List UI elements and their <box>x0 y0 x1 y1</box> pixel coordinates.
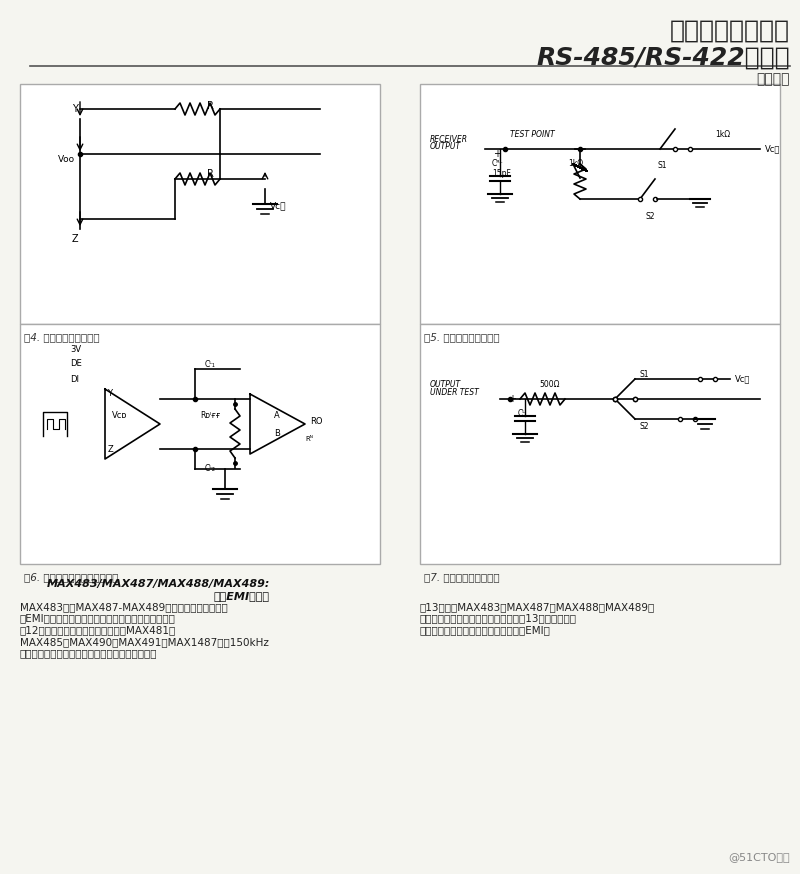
Text: DI: DI <box>70 374 79 384</box>
Text: 图4. 驱动器直流测试负载: 图4. 驱动器直流测试负载 <box>24 332 100 342</box>
Text: S1: S1 <box>658 161 667 170</box>
FancyBboxPatch shape <box>420 84 780 324</box>
Text: RECEIVER: RECEIVER <box>430 135 468 144</box>
Text: +: + <box>493 149 501 159</box>
Text: MAX483以及MAX487-MAX489具有摆率限制，可以减
小EMI，并降低由不恰当的终端匹配电缆引起的反射。
图12给出了驱动器输出波形以及使用MAX48: MAX483以及MAX487-MAX489具有摆率限制，可以减 小EMI，并降低… <box>20 602 269 658</box>
Text: TEST POINT: TEST POINT <box>510 130 554 139</box>
Text: 低功耗、限摆率、: 低功耗、限摆率、 <box>670 19 790 43</box>
Text: 3V: 3V <box>70 344 81 353</box>
FancyBboxPatch shape <box>20 324 380 564</box>
Text: Vᴄᴅ: Vᴄᴅ <box>112 412 128 420</box>
Text: 1kΩ: 1kΩ <box>568 159 583 168</box>
Text: 图6. 驱动器接收器时序测试电路: 图6. 驱动器接收器时序测试电路 <box>24 572 118 582</box>
FancyBboxPatch shape <box>420 324 780 564</box>
Text: S2: S2 <box>645 212 654 221</box>
Text: RS-485/RS-422收发器: RS-485/RS-422收发器 <box>536 46 790 70</box>
Text: Vᴏᴏ: Vᴏᴏ <box>58 155 75 163</box>
Text: Cᴿᴸ: Cᴿᴸ <box>492 159 503 168</box>
Text: OUTPUT: OUTPUT <box>430 142 461 151</box>
Text: UNDER TEST: UNDER TEST <box>430 388 478 397</box>
Text: 图7. 驱动器时序测试负载: 图7. 驱动器时序测试负载 <box>424 572 500 582</box>
Text: 1kΩ: 1kΩ <box>715 130 730 139</box>
Text: Vᴄင: Vᴄင <box>735 374 750 384</box>
Text: Y: Y <box>107 390 113 399</box>
Text: S1: S1 <box>640 370 650 379</box>
Text: 图5. 接收器时序测试负载: 图5. 接收器时序测试负载 <box>424 332 500 342</box>
Text: R: R <box>206 169 214 179</box>
Text: Cᴸ₁: Cᴸ₁ <box>205 360 216 369</box>
Text: +: + <box>508 394 516 404</box>
Text: 500Ω: 500Ω <box>540 380 560 389</box>
Text: Rᴅᴵғғ: Rᴅᴵғғ <box>200 412 220 420</box>
Text: Vᴄင: Vᴄင <box>765 144 780 154</box>
Text: OUTPUT: OUTPUT <box>430 380 461 389</box>
Text: R: R <box>206 101 214 111</box>
Text: Y: Y <box>72 104 78 114</box>
FancyBboxPatch shape <box>20 84 380 324</box>
Text: Rᴺ: Rᴺ <box>305 436 313 442</box>
Text: Z: Z <box>107 445 113 454</box>
Text: B: B <box>274 429 280 439</box>
Text: 测试电路: 测试电路 <box>757 72 790 86</box>
Text: @51CTO博客: @51CTO博客 <box>728 852 790 862</box>
Text: DE: DE <box>70 359 82 369</box>
Text: MAX483/MAX487/MAX488/MAX489:
降低EMI和反射: MAX483/MAX487/MAX488/MAX489: 降低EMI和反射 <box>46 579 270 600</box>
Text: Cᴸ₂: Cᴸ₂ <box>205 464 216 473</box>
Text: 15pF: 15pF <box>492 169 511 178</box>
Text: Z: Z <box>72 234 78 244</box>
Text: Cᴸ: Cᴸ <box>518 409 526 418</box>
Text: 图13给出了MAX483、MAX487、MAX488或MAX489在
相同条件下发送数据时的测试结果。图13中的高频谱波
幅值要低得多，因此，从根本上抑制了EM: 图13给出了MAX483、MAX487、MAX488或MAX489在 相同条件下… <box>420 602 655 635</box>
Text: Vᴄင: Vᴄင <box>270 202 286 211</box>
Text: S2: S2 <box>640 422 650 431</box>
Text: A: A <box>274 412 280 420</box>
Text: RO: RO <box>310 418 322 427</box>
